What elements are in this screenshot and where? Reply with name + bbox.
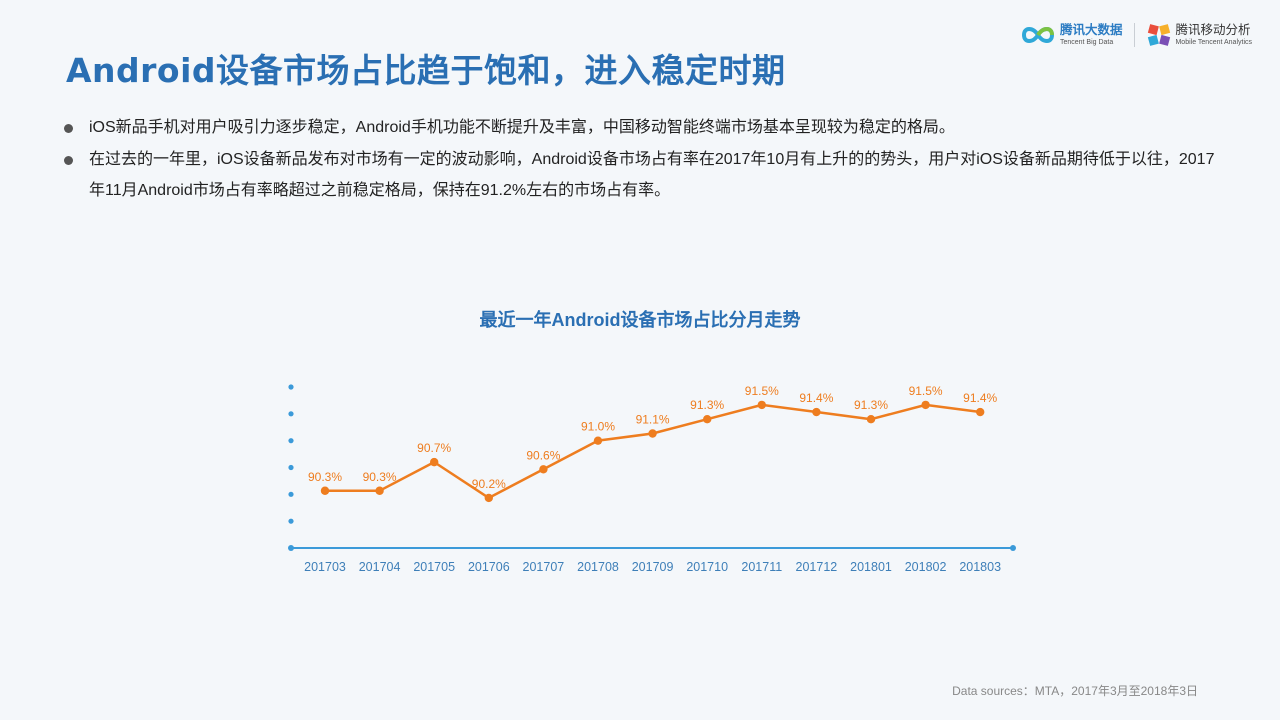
y-axis-dot <box>288 384 294 390</box>
colorful-cross-logo-icon <box>1148 24 1171 46</box>
x-axis-end-dot <box>1010 545 1016 551</box>
x-tick-label: 201709 <box>632 560 674 574</box>
data-point <box>484 493 493 503</box>
data-point <box>866 415 876 424</box>
logo-divider <box>1134 23 1136 47</box>
data-point <box>703 415 712 424</box>
data-label: 91.3% <box>854 398 888 412</box>
data-label: 91.5% <box>745 384 779 398</box>
x-tick-label: 201704 <box>359 560 401 574</box>
data-label: 90.7% <box>417 441 451 455</box>
data-label: 91.4% <box>799 391 833 405</box>
data-point <box>539 465 548 474</box>
logo1-name: 腾讯大数据 <box>1059 23 1123 38</box>
x-tick-label: 201705 <box>413 560 455 574</box>
bullet-item: 在过去的一年里，iOS设备新品发布对市场有一定的波动影响，Android设备市场… <box>64 144 1224 206</box>
data-label: 91.1% <box>636 413 670 427</box>
data-label: 90.3% <box>363 470 397 484</box>
data-point <box>593 436 603 445</box>
tencent-big-data-logo: 腾讯大数据 Tencent Big Data <box>1020 23 1123 47</box>
x-tick-label: 201707 <box>523 560 565 574</box>
tencent-mta-logo: 腾讯移动分析 Mobile Tencent Analytics <box>1147 23 1252 47</box>
data-label: 91.0% <box>581 420 615 434</box>
data-label: 91.4% <box>963 391 997 405</box>
y-axis-dot <box>288 438 294 444</box>
logo2-sub: Mobile Tencent Analytics <box>1175 38 1252 46</box>
data-label: 90.2% <box>472 477 506 491</box>
y-axis-dot <box>288 518 294 524</box>
data-point <box>921 400 930 410</box>
bullet-item: iOS新品手机对用户吸引力逐步稳定，Android手机功能不断提升及丰富，中国移… <box>64 112 1224 143</box>
x-tick-label: 201803 <box>959 560 1001 574</box>
data-point <box>430 457 439 467</box>
data-point <box>375 486 384 495</box>
x-axis-start-dot <box>288 545 294 551</box>
x-tick-label: 201706 <box>468 560 510 574</box>
data-point <box>757 400 766 410</box>
bullet-list: iOS新品手机对用户吸引力逐步稳定，Android手机功能不断提升及丰富，中国移… <box>64 112 1224 207</box>
logo2-name: 腾讯移动分析 <box>1175 23 1251 38</box>
x-tick-label: 201711 <box>741 560 782 574</box>
logo1-sub: Tencent Big Data <box>1059 38 1114 46</box>
bullet-text: 在过去的一年里，iOS设备新品发布对市场有一定的波动影响，Android设备市场… <box>89 151 1215 199</box>
x-tick-label: 201802 <box>905 560 947 574</box>
x-tick-label: 201708 <box>577 560 619 574</box>
bullet-dot-icon <box>64 156 73 165</box>
x-tick-label: 201710 <box>686 560 728 574</box>
y-axis-dot <box>288 491 294 497</box>
bullet-dot-icon <box>64 124 73 133</box>
data-source-note: Data sources：MTA，2017年3月至2018年3日 <box>952 684 1198 698</box>
page-title: Android设备市场占比趋于饱和，进入稳定时期 <box>66 51 786 90</box>
data-point <box>320 486 330 495</box>
data-point <box>976 407 985 417</box>
data-point <box>648 429 657 438</box>
bullet-text: iOS新品手机对用户吸引力逐步稳定，Android手机功能不断提升及丰富，中国移… <box>89 119 955 136</box>
data-label: 90.3% <box>308 470 342 484</box>
x-tick-label: 201801 <box>850 560 892 574</box>
x-tick-label: 201712 <box>796 560 838 574</box>
data-label: 91.5% <box>909 384 943 398</box>
infinity-logo-icon <box>1021 27 1054 43</box>
data-label: 90.6% <box>526 448 560 462</box>
x-tick-label: 201703 <box>304 560 346 574</box>
chart-title: 最近一年Android设备市场占比分月走势 <box>479 310 801 330</box>
y-axis-dot <box>288 411 294 417</box>
logo-area: 腾讯大数据 Tencent Big Data 腾讯移动分析 Mobile Ten… <box>1020 18 1252 52</box>
data-label: 91.3% <box>690 398 724 412</box>
y-axis-dot <box>288 464 294 471</box>
data-point <box>812 407 821 417</box>
